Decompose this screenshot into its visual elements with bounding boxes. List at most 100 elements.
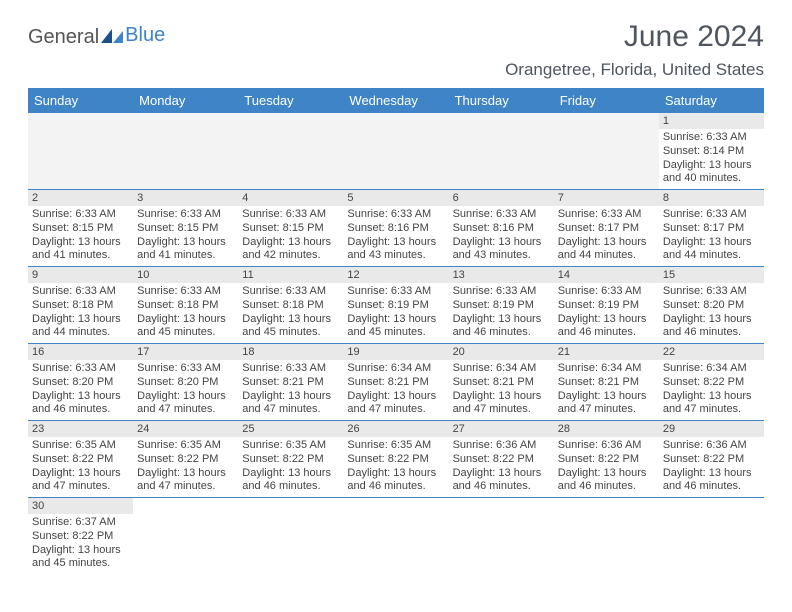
day-info: Sunrise: 6:33 AMSunset: 8:20 PMDaylight:… — [28, 360, 133, 420]
day-info: Sunrise: 6:33 AMSunset: 8:18 PMDaylight:… — [133, 283, 238, 343]
day-number: 1 — [659, 113, 764, 129]
day-number: 13 — [449, 267, 554, 283]
day-number: 11 — [238, 267, 343, 283]
calendar-cell: 27Sunrise: 6:36 AMSunset: 8:22 PMDayligh… — [449, 421, 554, 498]
weekday-header: Wednesday — [343, 88, 448, 113]
day-info: Sunrise: 6:33 AMSunset: 8:20 PMDaylight:… — [133, 360, 238, 420]
calendar-cell: 30Sunrise: 6:37 AMSunset: 8:22 PMDayligh… — [28, 498, 133, 575]
day-number: 16 — [28, 344, 133, 360]
weekday-header: Saturday — [659, 88, 764, 113]
day-info: Sunrise: 6:33 AMSunset: 8:15 PMDaylight:… — [238, 206, 343, 266]
calendar-cell — [238, 498, 343, 575]
weekday-header: Sunday — [28, 88, 133, 113]
day-number: 17 — [133, 344, 238, 360]
calendar-cell: 14Sunrise: 6:33 AMSunset: 8:19 PMDayligh… — [554, 267, 659, 344]
calendar-cell: 23Sunrise: 6:35 AMSunset: 8:22 PMDayligh… — [28, 421, 133, 498]
calendar-cell: 29Sunrise: 6:36 AMSunset: 8:22 PMDayligh… — [659, 421, 764, 498]
day-info: Sunrise: 6:37 AMSunset: 8:22 PMDaylight:… — [28, 514, 133, 574]
day-info: Sunrise: 6:33 AMSunset: 8:15 PMDaylight:… — [133, 206, 238, 266]
calendar-cell: 3Sunrise: 6:33 AMSunset: 8:15 PMDaylight… — [133, 190, 238, 267]
calendar-week-row: 23Sunrise: 6:35 AMSunset: 8:22 PMDayligh… — [28, 421, 764, 498]
day-number: 28 — [554, 421, 659, 437]
calendar-cell: 16Sunrise: 6:33 AMSunset: 8:20 PMDayligh… — [28, 344, 133, 421]
day-number: 23 — [28, 421, 133, 437]
day-info: Sunrise: 6:33 AMSunset: 8:19 PMDaylight:… — [343, 283, 448, 343]
day-info: Sunrise: 6:33 AMSunset: 8:16 PMDaylight:… — [343, 206, 448, 266]
day-info: Sunrise: 6:36 AMSunset: 8:22 PMDaylight:… — [659, 437, 764, 497]
calendar-cell — [449, 113, 554, 190]
day-number: 26 — [343, 421, 448, 437]
calendar-cell: 12Sunrise: 6:33 AMSunset: 8:19 PMDayligh… — [343, 267, 448, 344]
location-text: Orangetree, Florida, United States — [505, 60, 764, 80]
day-number: 6 — [449, 190, 554, 206]
calendar-cell: 7Sunrise: 6:33 AMSunset: 8:17 PMDaylight… — [554, 190, 659, 267]
calendar-cell: 10Sunrise: 6:33 AMSunset: 8:18 PMDayligh… — [133, 267, 238, 344]
day-number: 14 — [554, 267, 659, 283]
calendar-cell: 4Sunrise: 6:33 AMSunset: 8:15 PMDaylight… — [238, 190, 343, 267]
day-info: Sunrise: 6:33 AMSunset: 8:14 PMDaylight:… — [659, 129, 764, 189]
day-number: 3 — [133, 190, 238, 206]
day-info: Sunrise: 6:33 AMSunset: 8:20 PMDaylight:… — [659, 283, 764, 343]
calendar-cell: 2Sunrise: 6:33 AMSunset: 8:15 PMDaylight… — [28, 190, 133, 267]
calendar-cell: 24Sunrise: 6:35 AMSunset: 8:22 PMDayligh… — [133, 421, 238, 498]
weekday-header: Monday — [133, 88, 238, 113]
day-number: 8 — [659, 190, 764, 206]
day-number: 29 — [659, 421, 764, 437]
calendar-cell — [659, 498, 764, 575]
logo-text: General — [28, 26, 123, 49]
calendar-cell: 13Sunrise: 6:33 AMSunset: 8:19 PMDayligh… — [449, 267, 554, 344]
day-number: 10 — [133, 267, 238, 283]
calendar-cell: 1Sunrise: 6:33 AMSunset: 8:14 PMDaylight… — [659, 113, 764, 190]
day-info: Sunrise: 6:35 AMSunset: 8:22 PMDaylight:… — [133, 437, 238, 497]
calendar-cell: 26Sunrise: 6:35 AMSunset: 8:22 PMDayligh… — [343, 421, 448, 498]
day-info: Sunrise: 6:34 AMSunset: 8:21 PMDaylight:… — [449, 360, 554, 420]
calendar-page: General Blue June 2024 Orangetree, Flori… — [0, 0, 792, 594]
calendar-cell: 15Sunrise: 6:33 AMSunset: 8:20 PMDayligh… — [659, 267, 764, 344]
calendar-cell — [554, 498, 659, 575]
day-info: Sunrise: 6:33 AMSunset: 8:19 PMDaylight:… — [554, 283, 659, 343]
logo-word-general: General — [28, 26, 99, 49]
day-info: Sunrise: 6:34 AMSunset: 8:21 PMDaylight:… — [554, 360, 659, 420]
calendar-body: 1Sunrise: 6:33 AMSunset: 8:14 PMDaylight… — [28, 113, 764, 574]
weekday-header: Friday — [554, 88, 659, 113]
weekday-header: Thursday — [449, 88, 554, 113]
calendar-cell: 21Sunrise: 6:34 AMSunset: 8:21 PMDayligh… — [554, 344, 659, 421]
calendar-cell — [343, 498, 448, 575]
calendar-header: SundayMondayTuesdayWednesdayThursdayFrid… — [28, 88, 764, 113]
day-number: 12 — [343, 267, 448, 283]
calendar-cell: 18Sunrise: 6:33 AMSunset: 8:21 PMDayligh… — [238, 344, 343, 421]
day-info: Sunrise: 6:36 AMSunset: 8:22 PMDaylight:… — [554, 437, 659, 497]
day-info: Sunrise: 6:33 AMSunset: 8:18 PMDaylight:… — [238, 283, 343, 343]
day-number: 21 — [554, 344, 659, 360]
day-number: 20 — [449, 344, 554, 360]
calendar-cell: 19Sunrise: 6:34 AMSunset: 8:21 PMDayligh… — [343, 344, 448, 421]
day-info: Sunrise: 6:33 AMSunset: 8:16 PMDaylight:… — [449, 206, 554, 266]
day-number: 19 — [343, 344, 448, 360]
calendar-cell — [449, 498, 554, 575]
calendar-cell: 5Sunrise: 6:33 AMSunset: 8:16 PMDaylight… — [343, 190, 448, 267]
page-title: June 2024 — [505, 20, 764, 54]
calendar-week-row: 16Sunrise: 6:33 AMSunset: 8:20 PMDayligh… — [28, 344, 764, 421]
calendar-cell — [554, 113, 659, 190]
day-number: 25 — [238, 421, 343, 437]
day-number: 18 — [238, 344, 343, 360]
calendar-cell: 9Sunrise: 6:33 AMSunset: 8:18 PMDaylight… — [28, 267, 133, 344]
day-info: Sunrise: 6:36 AMSunset: 8:22 PMDaylight:… — [449, 437, 554, 497]
calendar-cell: 8Sunrise: 6:33 AMSunset: 8:17 PMDaylight… — [659, 190, 764, 267]
day-number: 30 — [28, 498, 133, 514]
calendar-cell: 11Sunrise: 6:33 AMSunset: 8:18 PMDayligh… — [238, 267, 343, 344]
day-info: Sunrise: 6:33 AMSunset: 8:17 PMDaylight:… — [659, 206, 764, 266]
day-info: Sunrise: 6:34 AMSunset: 8:22 PMDaylight:… — [659, 360, 764, 420]
calendar-week-row: 30Sunrise: 6:37 AMSunset: 8:22 PMDayligh… — [28, 498, 764, 575]
calendar-week-row: 9Sunrise: 6:33 AMSunset: 8:18 PMDaylight… — [28, 267, 764, 344]
calendar-cell: 17Sunrise: 6:33 AMSunset: 8:20 PMDayligh… — [133, 344, 238, 421]
day-number: 2 — [28, 190, 133, 206]
day-number: 15 — [659, 267, 764, 283]
day-number: 24 — [133, 421, 238, 437]
day-number: 5 — [343, 190, 448, 206]
calendar-cell — [238, 113, 343, 190]
day-info: Sunrise: 6:33 AMSunset: 8:18 PMDaylight:… — [28, 283, 133, 343]
logo: General Blue — [28, 26, 165, 49]
day-info: Sunrise: 6:35 AMSunset: 8:22 PMDaylight:… — [343, 437, 448, 497]
calendar-week-row: 2Sunrise: 6:33 AMSunset: 8:15 PMDaylight… — [28, 190, 764, 267]
